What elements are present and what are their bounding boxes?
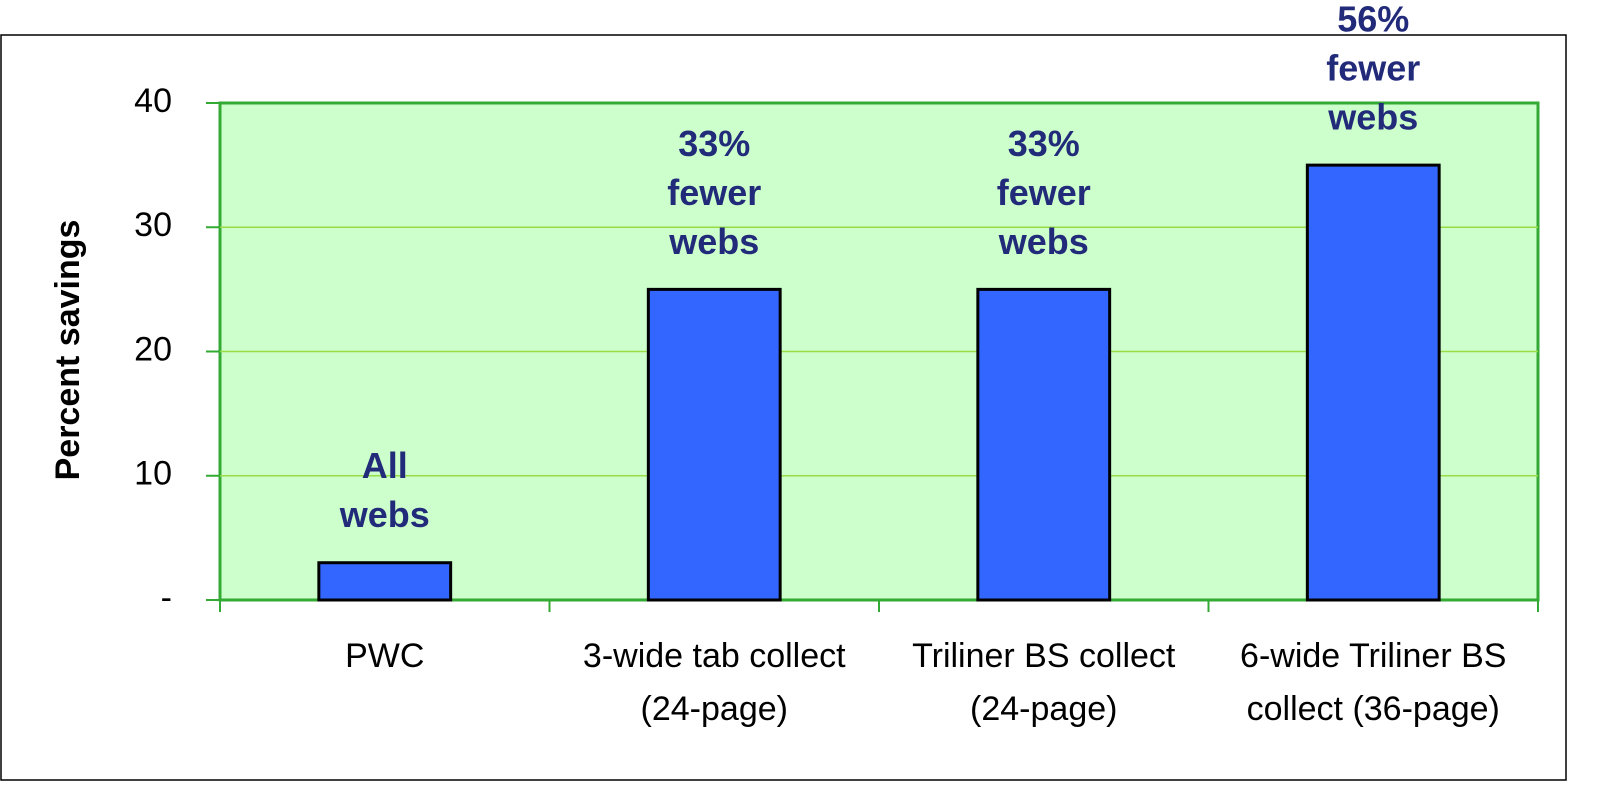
bar	[317, 561, 453, 602]
x-tick-label: (24-page)	[641, 690, 788, 728]
annotation: fewer	[667, 172, 761, 213]
x-tick-label: Triliner BS collect	[912, 637, 1176, 675]
annotation: webs	[339, 494, 430, 535]
annotation: webs	[668, 221, 759, 262]
y-tick-label: 30	[134, 206, 172, 244]
annotation: fewer	[1326, 48, 1420, 89]
bar	[1305, 163, 1441, 602]
x-tick-label: 6-wide Triliner BS	[1240, 637, 1506, 675]
x-tick-label: 3-wide tab collect	[583, 637, 846, 675]
y-tick-label: -	[161, 579, 172, 617]
bar	[976, 287, 1112, 602]
x-tick-label: PWC	[345, 637, 424, 675]
annotation: webs	[1327, 97, 1418, 138]
annotation: webs	[998, 221, 1089, 262]
annotation: 56%	[1337, 0, 1409, 40]
bar	[646, 287, 782, 602]
y-axis-title: Percent savings	[49, 220, 87, 481]
annotation: 33%	[678, 123, 750, 164]
y-tick-label: 10	[134, 455, 172, 493]
x-tick-label: (24-page)	[970, 690, 1117, 728]
annotation: fewer	[997, 172, 1091, 213]
annotation: 33%	[1008, 123, 1080, 164]
y-tick-label: 20	[134, 330, 172, 368]
annotation: All	[362, 445, 408, 486]
y-tick-label: 40	[134, 82, 172, 120]
x-tick-label: collect (36-page)	[1247, 690, 1500, 728]
